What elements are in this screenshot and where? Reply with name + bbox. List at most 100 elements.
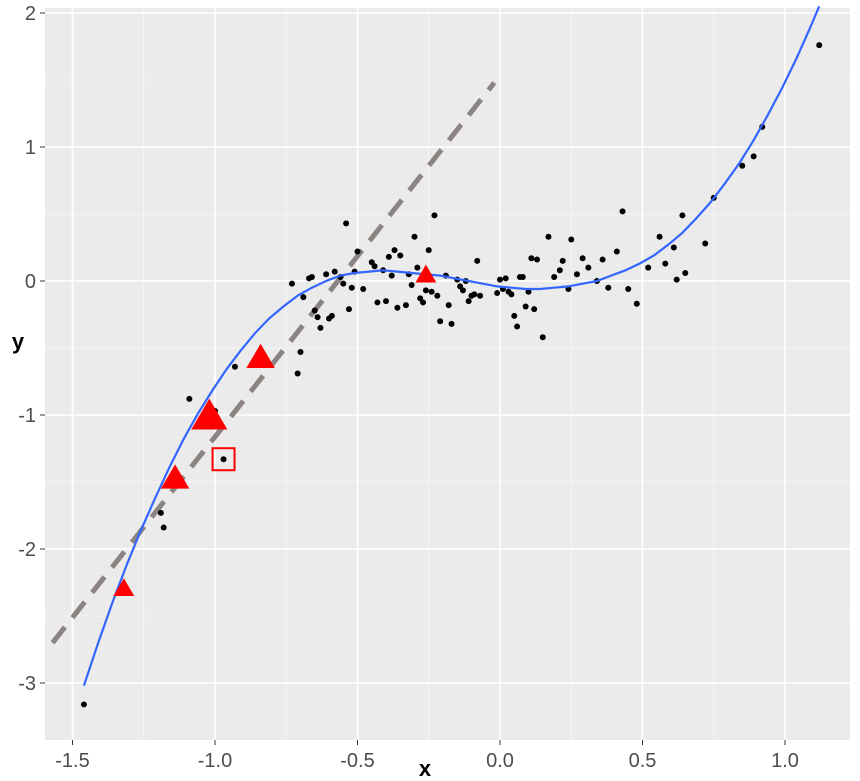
data-point [573, 271, 580, 278]
x-tick-label: -0.5 [340, 750, 374, 772]
highlight-triangle [415, 264, 437, 283]
y-axis-ticks: -3 -2 -1 0 1 2 [18, 3, 45, 695]
data-point [625, 286, 632, 293]
data-point [525, 288, 532, 295]
data-point [308, 273, 315, 280]
data-point [80, 701, 87, 708]
data-point [465, 298, 472, 305]
data-point [579, 255, 586, 262]
data-point [568, 236, 575, 243]
minor-gridlines [45, 8, 850, 740]
data-point [599, 256, 606, 263]
data-point [559, 257, 566, 264]
data-point [522, 303, 529, 310]
y-axis-title: y [12, 329, 25, 354]
highlight-triangles [113, 264, 437, 597]
data-point [297, 349, 304, 356]
data-point [619, 208, 626, 215]
data-point [408, 282, 415, 289]
data-point [471, 291, 478, 298]
data-point [345, 306, 352, 313]
x-axis-title: x [419, 756, 432, 781]
data-point [816, 42, 823, 49]
data-point [477, 292, 484, 299]
highlight-triangle [246, 343, 275, 369]
data-point [394, 304, 401, 311]
data-point [682, 269, 689, 276]
data-point [531, 306, 538, 313]
major-gridlines [45, 8, 850, 740]
data-point [311, 307, 318, 314]
data-point [288, 280, 295, 287]
data-point [613, 248, 620, 255]
data-point [425, 247, 432, 254]
data-point [551, 273, 558, 280]
data-point [528, 255, 535, 262]
data-point [494, 290, 501, 297]
data-point [474, 257, 481, 264]
highlight-box [211, 447, 236, 472]
data-point [508, 291, 515, 298]
data-point [459, 287, 466, 294]
data-point [519, 273, 526, 280]
data-point [670, 244, 677, 251]
data-point [411, 233, 418, 240]
data-point [514, 323, 521, 330]
data-point [556, 267, 563, 274]
data-point [348, 284, 355, 291]
data-point [371, 263, 378, 270]
data-point [340, 280, 347, 287]
data-point [388, 272, 395, 279]
data-point [391, 247, 398, 254]
data-point [343, 220, 350, 227]
data-point [402, 302, 409, 309]
fitted-curve-line [82, 5, 821, 687]
data-point [186, 395, 193, 402]
y-tick-label: -2 [18, 539, 36, 561]
highlight-box-group [211, 447, 236, 472]
data-point [317, 324, 324, 331]
data-point [220, 456, 227, 463]
x-tick-label: -1.0 [198, 750, 232, 772]
data-point [231, 363, 238, 370]
data-point [314, 314, 321, 321]
data-point [331, 268, 338, 275]
data-point [585, 264, 592, 271]
data-point [605, 284, 612, 291]
data-point [679, 212, 686, 219]
data-point [673, 276, 680, 283]
highlight-triangle [113, 578, 135, 597]
data-point [414, 264, 421, 271]
data-point [750, 153, 757, 160]
data-point [739, 162, 746, 169]
data-point [545, 233, 552, 240]
data-point [328, 312, 335, 319]
data-point [374, 299, 381, 306]
data-point [434, 292, 441, 299]
data-point [431, 212, 438, 219]
data-point [534, 256, 541, 263]
y-tick-label: -3 [18, 673, 36, 695]
x-axis-ticks: -1.5 -1.0 -0.5 0.0 0.5 1.0 [55, 740, 799, 772]
x-tick-label: 1.0 [771, 750, 799, 772]
data-point [397, 252, 404, 259]
x-tick-label: 0.0 [486, 750, 514, 772]
data-point [445, 302, 452, 309]
data-point [385, 253, 392, 260]
y-tick-label: 1 [25, 137, 36, 159]
data-point [702, 240, 709, 247]
data-point [160, 524, 167, 531]
data-point [300, 294, 307, 301]
dashed-tangent-line [50, 81, 497, 645]
data-point [539, 334, 546, 341]
data-point [633, 300, 640, 307]
data-point [354, 248, 361, 255]
plot-panel [45, 8, 850, 740]
fitted-curve [82, 5, 821, 687]
data-point [437, 318, 444, 325]
data-point [428, 288, 435, 295]
data-point [420, 299, 427, 306]
data-point [422, 287, 429, 294]
y-tick-label: 0 [25, 271, 36, 293]
